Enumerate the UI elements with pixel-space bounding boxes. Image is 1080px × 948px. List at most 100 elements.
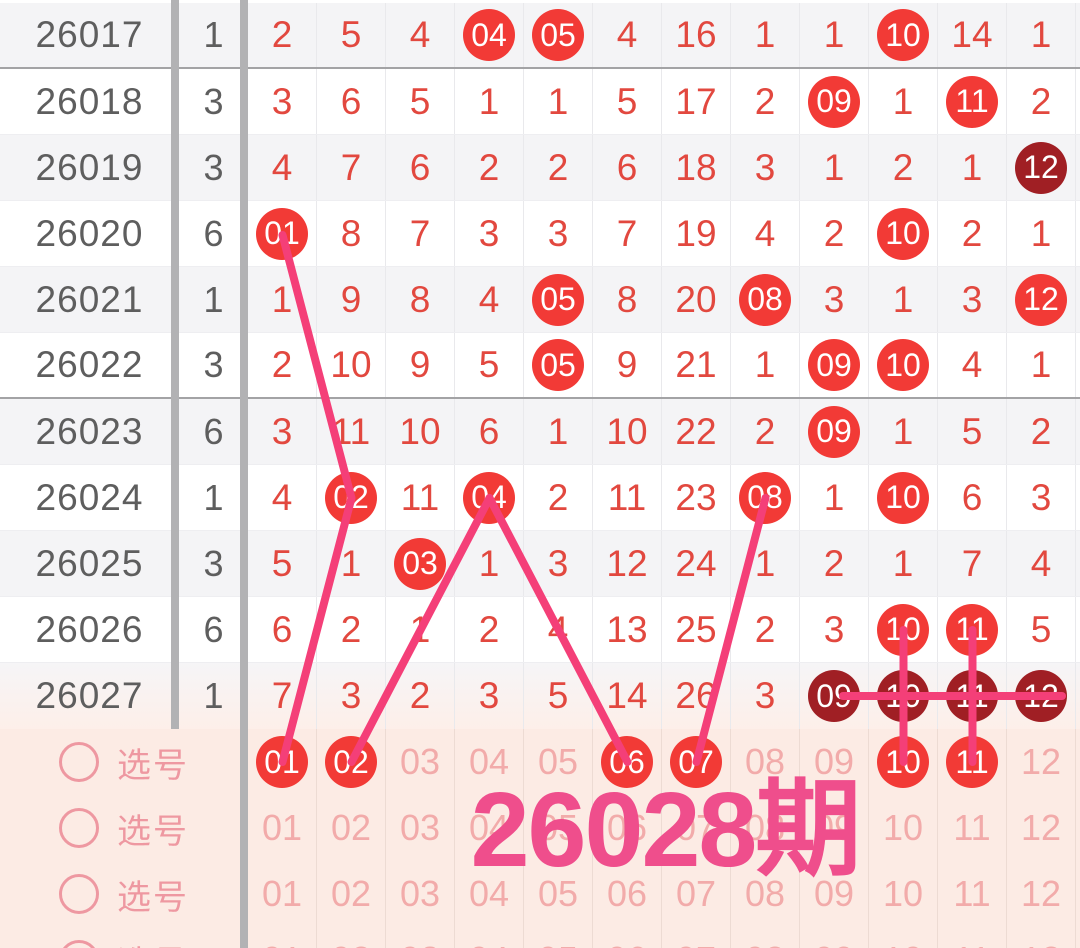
pick-number-cell[interactable]: 06 [593,729,662,795]
pick-number-cell[interactable]: 04 [455,927,524,948]
omission-cell: 3 [203,344,224,385]
pick-number-cell[interactable]: 07 [662,729,731,795]
pick-number-cell[interactable]: 02 [317,927,386,948]
pick-number-cell[interactable]: 11 [938,861,1007,927]
number-cell: 2 [524,465,593,530]
number-cell: 21 [662,333,731,397]
number-cell: 1 [1007,3,1076,67]
pick-number-cell[interactable]: 03 [386,927,455,948]
number-cell: 4 [731,201,800,266]
pick-number-cell[interactable]: 01 [248,729,317,795]
drawn-number-bubble: 04 [463,471,515,524]
number-cell: 2 [248,3,317,67]
omission-cell: 1 [203,278,224,320]
pick-number-cell[interactable]: 11 [938,729,1007,795]
pick-number-cell[interactable]: 12 [1007,795,1076,861]
number-cell: 13 [593,597,662,662]
pick-number-cell[interactable]: 10 [869,927,938,948]
number-cell: 05 [524,267,593,332]
pick-number-cell[interactable]: 09 [800,927,869,948]
pick-number-cell[interactable]: 08 [731,795,800,861]
pick-label-group[interactable]: 选号 [0,729,248,795]
period-cell: 26024 [35,476,144,518]
pick-number-cell[interactable]: 08 [731,729,800,795]
number-cell: 2 [455,597,524,662]
pick-number-cell[interactable]: 05 [524,927,593,948]
pick-number-cell[interactable]: 10 [869,861,938,927]
number-cell: 03 [386,531,455,596]
pick-number-cell[interactable]: 04 [455,795,524,861]
number-cell: 2 [731,597,800,662]
pick-label-group[interactable]: 选号 [0,861,248,927]
radio-circle-icon[interactable] [59,808,99,848]
number-cell: 02 [317,465,386,530]
pick-number-cell[interactable]: 10 [869,795,938,861]
drawn-number-bubble: 05 [532,9,584,61]
period-cell: 26022 [35,344,144,385]
number-cell: 11 [938,597,1007,662]
pick-number-cell[interactable]: 02 [317,729,386,795]
pick-number-cell[interactable]: 08 [731,927,800,948]
number-cell: 2 [731,69,800,134]
pick-number-cell[interactable]: 04 [455,861,524,927]
number-cell: 25 [662,597,731,662]
pick-number-cell[interactable]: 11 [938,795,1007,861]
omission-cell: 3 [203,542,224,584]
pick-number-cell[interactable]: 09 [800,729,869,795]
pick-number-cell[interactable]: 03 [386,729,455,795]
number-cell: 3 [938,267,1007,332]
radio-circle-icon[interactable] [59,940,99,948]
pick-number-cell[interactable]: 10 [869,729,938,795]
number-cell: 4 [1007,531,1076,596]
number-cell: 2 [386,663,455,729]
pick-number-cell[interactable]: 07 [662,861,731,927]
number-cell: 1 [869,531,938,596]
radio-circle-icon[interactable] [59,874,99,914]
pick-number-cell[interactable]: 02 [317,861,386,927]
number-cell: 3 [524,201,593,266]
pick-number-cell[interactable]: 11 [938,927,1007,948]
number-cell: 18 [662,135,731,200]
pick-label-group[interactable]: 选号 [0,795,248,861]
pick-number-cell[interactable]: 07 [662,795,731,861]
pick-number-cell[interactable]: 06 [593,795,662,861]
number-cell: 11 [938,663,1007,729]
pick-number-cell[interactable]: 03 [386,861,455,927]
pick-number-cell[interactable]: 03 [386,795,455,861]
number-cell: 7 [317,135,386,200]
period-cell: 26025 [35,542,144,584]
number-cell: 4 [248,465,317,530]
pick-number-cell[interactable]: 04 [455,729,524,795]
pick-number-cell[interactable]: 02 [317,795,386,861]
pick-number-cell[interactable]: 12 [1007,927,1076,948]
pick-number-cell[interactable]: 01 [248,927,317,948]
number-cell: 3 [524,531,593,596]
number-cell: 3 [248,69,317,134]
pick-number-cell[interactable]: 09 [800,861,869,927]
pick-number-cell[interactable]: 12 [1007,861,1076,927]
pick-label-group[interactable]: 选号 [0,927,248,948]
pick-number-cell[interactable]: 09 [800,795,869,861]
number-cell: 4 [248,135,317,200]
radio-circle-icon[interactable] [59,742,99,782]
pick-number-cell[interactable]: 08 [731,861,800,927]
pick-number-cell[interactable]: 05 [524,795,593,861]
pick-number-cell[interactable]: 06 [593,861,662,927]
number-cell: 12 [1007,663,1076,729]
number-cell: 3 [731,135,800,200]
pick-number-cell[interactable]: 01 [248,861,317,927]
drawn-number-bubble: 10 [877,207,929,260]
number-cell: 2 [869,135,938,200]
pick-number-cell[interactable]: 01 [248,795,317,861]
table-row: 26027 1 7 3 2 3 5 14 26 3 09 10 11 12 [0,663,1080,729]
number-cell: 2 [1007,399,1076,464]
pick-number-cell[interactable]: 07 [662,927,731,948]
pick-number-cell[interactable]: 05 [524,729,593,795]
number-cell: 1 [524,69,593,134]
number-cell: 11 [386,465,455,530]
pick-number-cell[interactable]: 05 [524,861,593,927]
pick-number-cell[interactable]: 12 [1007,729,1076,795]
pick-number-cell[interactable]: 06 [593,927,662,948]
picked-number-bubble: 01 [256,736,308,788]
number-cell: 2 [524,135,593,200]
